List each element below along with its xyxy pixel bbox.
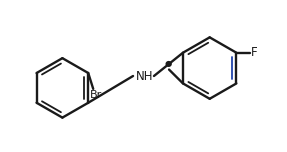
Text: F: F xyxy=(251,46,258,59)
Text: ●: ● xyxy=(164,59,172,68)
Text: NH: NH xyxy=(136,69,154,83)
Text: Br: Br xyxy=(90,90,102,100)
